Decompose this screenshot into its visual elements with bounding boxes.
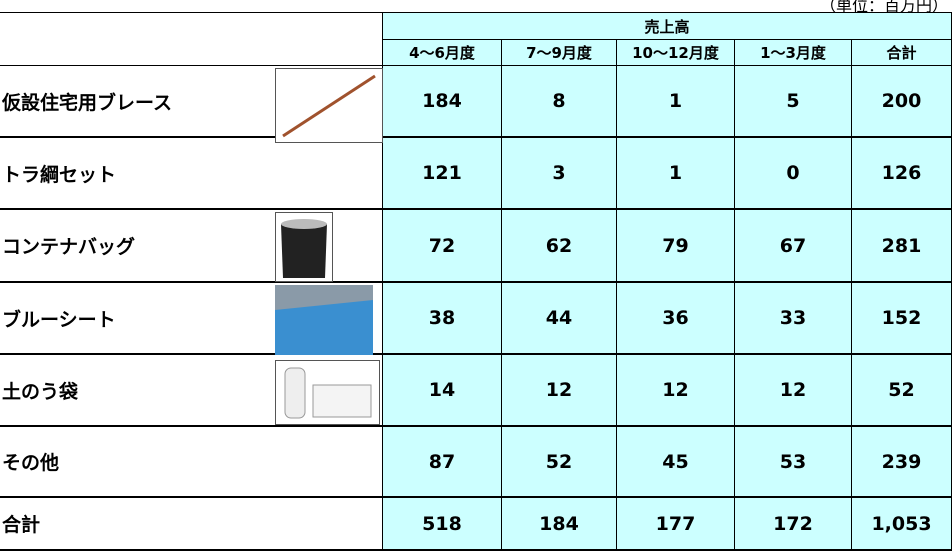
bag-image <box>275 212 333 282</box>
value-cell: 38 <box>383 283 502 355</box>
value-cell: 87 <box>383 427 502 498</box>
value-cell: 0 <box>735 138 852 210</box>
value-cell: 62 <box>502 210 617 283</box>
value-cell: 184 <box>383 66 502 138</box>
value-cell: 67 <box>735 210 852 283</box>
value-cell: 1,053 <box>852 498 952 551</box>
value-cell: 121 <box>383 138 502 210</box>
header-blank <box>0 12 383 66</box>
unit-note: （単位：百万円） <box>820 0 949 15</box>
value-cell: 53 <box>735 427 852 498</box>
value-cell: 518 <box>383 498 502 551</box>
value-cell: 1 <box>617 138 735 210</box>
value-cell: 45 <box>617 427 735 498</box>
value-cell: 52 <box>852 355 952 427</box>
sheet-image <box>275 285 373 355</box>
value-cell: 79 <box>617 210 735 283</box>
column-header: 4～6月度 <box>383 40 502 66</box>
value-cell: 5 <box>735 66 852 138</box>
brace-image <box>275 68 383 143</box>
value-cell: 1 <box>617 66 735 138</box>
row-label: その他 <box>0 427 383 498</box>
row-label: トラ綱セット <box>0 138 383 210</box>
value-cell: 200 <box>852 66 952 138</box>
value-cell: 36 <box>617 283 735 355</box>
value-cell: 177 <box>617 498 735 551</box>
row-label: 合計 <box>0 498 383 551</box>
value-cell: 172 <box>735 498 852 551</box>
value-cell: 184 <box>502 498 617 551</box>
column-header: 1～3月度 <box>735 40 852 66</box>
value-cell: 3 <box>502 138 617 210</box>
value-cell: 14 <box>383 355 502 427</box>
value-cell: 52 <box>502 427 617 498</box>
column-header: 7～9月度 <box>502 40 617 66</box>
value-cell: 8 <box>502 66 617 138</box>
value-cell: 12 <box>617 355 735 427</box>
column-header: 10～12月度 <box>617 40 735 66</box>
value-cell: 239 <box>852 427 952 498</box>
value-cell: 126 <box>852 138 952 210</box>
value-cell: 12 <box>735 355 852 427</box>
column-header: 合計 <box>852 40 952 66</box>
value-cell: 72 <box>383 210 502 283</box>
sandbag-image <box>275 360 380 425</box>
value-cell: 281 <box>852 210 952 283</box>
group-header: 売上高 <box>383 12 952 40</box>
value-cell: 33 <box>735 283 852 355</box>
value-cell: 44 <box>502 283 617 355</box>
value-cell: 12 <box>502 355 617 427</box>
value-cell: 152 <box>852 283 952 355</box>
